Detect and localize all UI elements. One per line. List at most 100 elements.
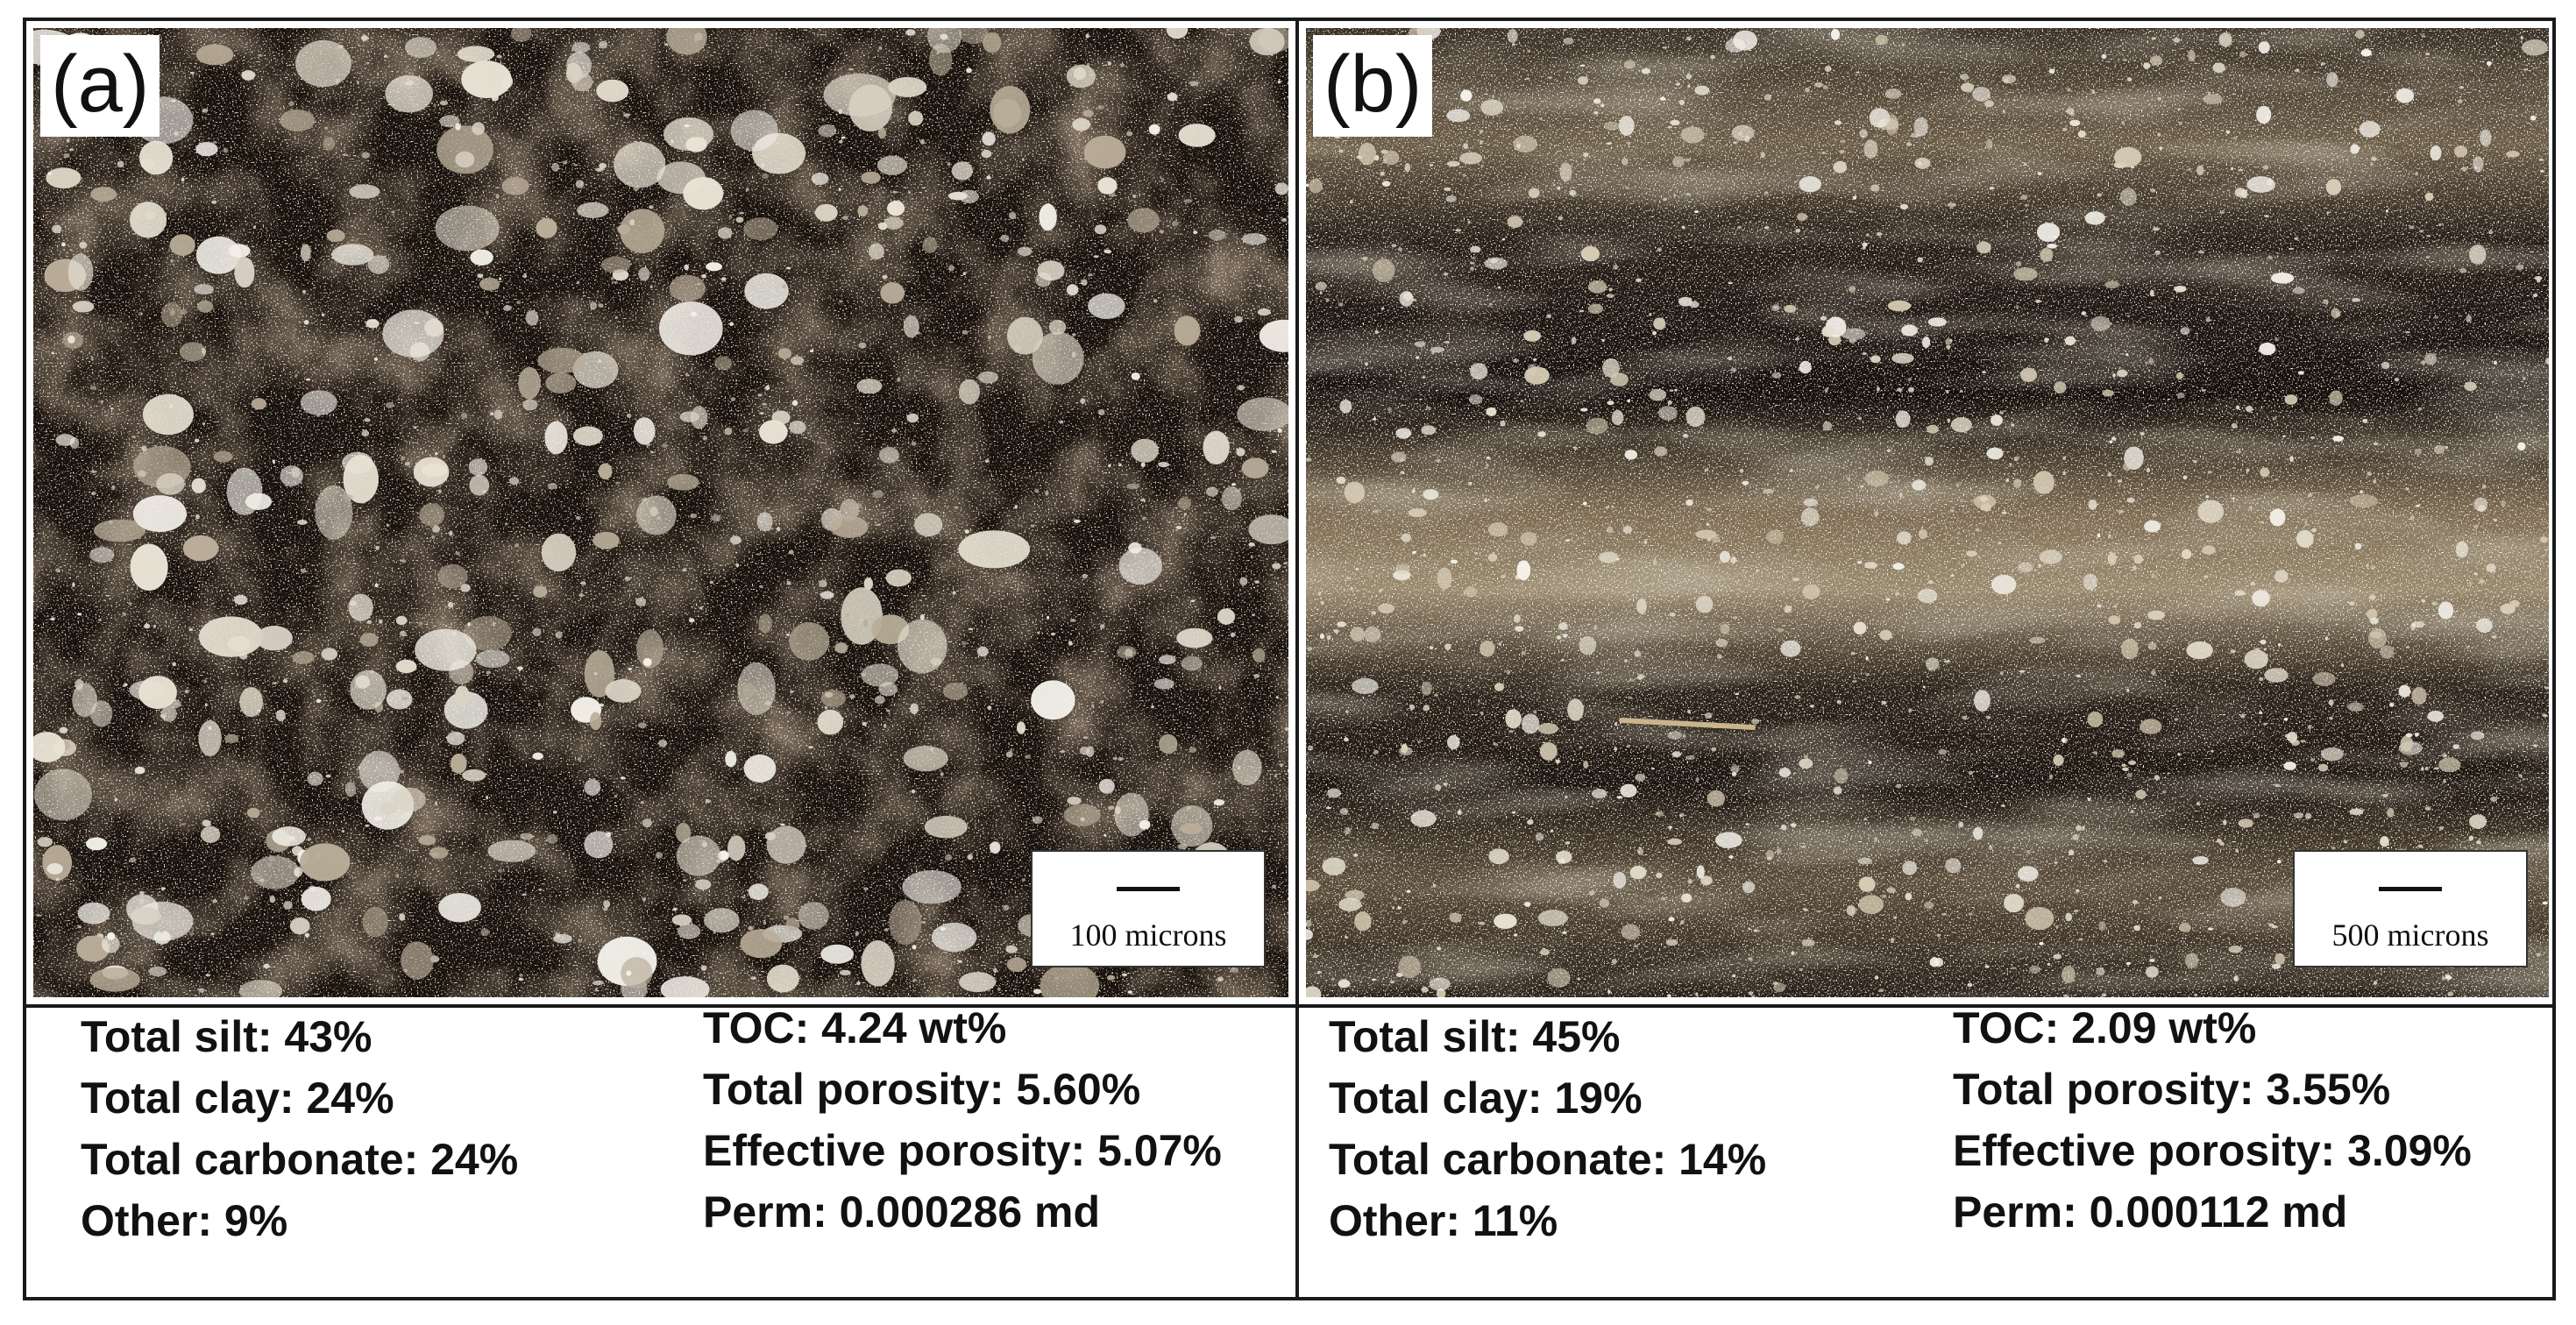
- mineral-grain: [872, 490, 884, 499]
- vertical-divider: [1295, 21, 1299, 1297]
- mineral-grain: [1624, 450, 1638, 460]
- mineral-grain: [911, 442, 917, 446]
- mineral-grain: [1514, 933, 1518, 937]
- mineral-grain: [1751, 719, 1760, 725]
- mineral-grain: [533, 585, 548, 598]
- mineral-grain: [522, 273, 528, 279]
- mineral-grain: [496, 54, 502, 59]
- mineral-grain: [1985, 138, 1993, 150]
- mineral-grain: [2177, 392, 2185, 399]
- mineral-grain: [1515, 626, 1524, 632]
- mineral-grain: [1148, 124, 1160, 135]
- mineral-grain: [1402, 920, 1408, 924]
- mineral-grain: [2033, 471, 2054, 494]
- mineral-grain: [2538, 158, 2544, 161]
- mineral-grain: [830, 515, 869, 538]
- mineral-grain: [1430, 346, 1444, 353]
- mineral-grain: [903, 746, 948, 772]
- mineral-grain: [2493, 518, 2498, 522]
- mineral-grain: [1803, 498, 1818, 507]
- mineral-grain: [2400, 762, 2408, 769]
- scale-bar-line-b: [2379, 887, 2442, 891]
- mineral-grain: [709, 580, 713, 585]
- mineral-grain: [1471, 256, 1476, 260]
- mineral-grain: [1667, 731, 1683, 740]
- mineral-grain: [467, 622, 471, 627]
- mineral-grain: [1864, 562, 1877, 569]
- mineral-grain: [1683, 433, 1689, 438]
- mineral-grain: [1696, 865, 1705, 879]
- mineral-grain: [2020, 195, 2028, 200]
- mineral-grain: [642, 818, 652, 828]
- mineral-grain: [2540, 536, 2548, 543]
- mineral-grain: [932, 922, 977, 953]
- mineral-grain: [1920, 639, 1923, 642]
- mineral-grain: [195, 514, 200, 520]
- mineral-grain: [688, 618, 695, 623]
- mineral-grain: [1849, 286, 1856, 293]
- mineral-grain: [361, 35, 368, 41]
- mineral-grain: [189, 71, 195, 74]
- mineral-grain: [148, 966, 167, 977]
- mineral-grain: [130, 202, 167, 238]
- mineral-grain: [637, 722, 647, 728]
- mineral-grain: [2542, 901, 2548, 905]
- mineral-grain: [418, 621, 423, 626]
- mineral-grain: [2194, 993, 2197, 997]
- mineral-grain: [1533, 710, 1537, 714]
- mineral-grain: [1564, 795, 1568, 799]
- mineral-grain: [1371, 611, 1377, 615]
- mineral-grain: [514, 543, 520, 548]
- mineral-grain: [705, 799, 711, 804]
- mineral-grain: [2416, 504, 2420, 507]
- mineral-grain: [355, 244, 358, 248]
- mineral-grain: [1325, 298, 1330, 302]
- mineral-grain: [295, 39, 351, 88]
- mineral-grain: [576, 280, 580, 284]
- mineral-grain: [2177, 753, 2181, 756]
- mineral-grain: [2004, 894, 2025, 913]
- mineral-grain: [1937, 933, 1941, 938]
- mineral-grain: [863, 577, 873, 591]
- mineral-grain: [1061, 750, 1065, 753]
- mineral-grain: [42, 845, 73, 882]
- mineral-grain: [1908, 708, 1912, 713]
- mineral-grain: [1344, 737, 1349, 742]
- mineral-grain: [1333, 629, 1339, 634]
- mineral-grain: [912, 945, 917, 950]
- mineral-grain: [1467, 220, 1471, 224]
- mineral-grain: [2126, 315, 2130, 318]
- mineral-grain: [1326, 634, 1331, 641]
- mineral-grain: [1033, 988, 1042, 995]
- mineral-grain: [1486, 407, 1497, 416]
- mineral-grain: [766, 964, 799, 993]
- mineral-grain: [2304, 812, 2312, 819]
- mineral-grain: [90, 700, 113, 727]
- mineral-grain: [2323, 299, 2329, 305]
- mineral-grain: [1183, 513, 1187, 516]
- mineral-grain: [1417, 740, 1421, 744]
- mineral-grain: [1099, 624, 1105, 629]
- mineral-grain: [1003, 904, 1010, 911]
- mineral-grain: [1593, 98, 1601, 104]
- mineral-grain: [2201, 389, 2206, 392]
- mineral-grain: [50, 617, 55, 621]
- mineral-grain: [962, 329, 969, 335]
- mineral-grain: [1711, 747, 1717, 752]
- scale-bar-label-b: 500 microns: [2331, 918, 2489, 953]
- mineral-grain: [1614, 747, 1617, 751]
- mineral-grain: [2196, 166, 2204, 176]
- mineral-grain: [2104, 280, 2120, 289]
- mineral-grain: [2476, 840, 2481, 845]
- mineral-grain: [1008, 212, 1017, 220]
- mineral-grain: [1659, 96, 1666, 101]
- mineral-grain: [947, 265, 954, 272]
- mineral-grain: [1881, 700, 1887, 705]
- mineral-grain: [258, 53, 263, 57]
- mineral-grain: [2369, 631, 2382, 639]
- mineral-grain: [555, 631, 563, 639]
- mineral-grain: [1080, 817, 1085, 822]
- mineral-grain: [626, 970, 632, 976]
- mineral-grain: [614, 794, 618, 798]
- mineral-grain: [947, 191, 969, 201]
